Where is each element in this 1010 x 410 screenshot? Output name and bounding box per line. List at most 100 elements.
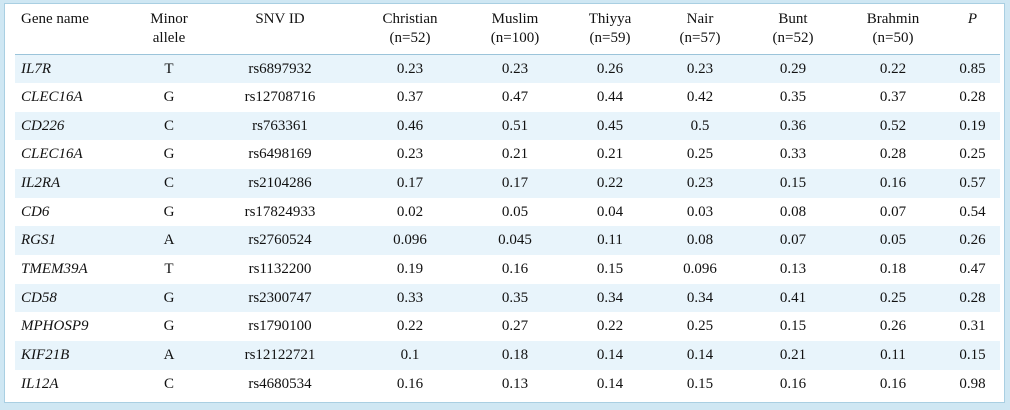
table-cell: 0.26 bbox=[959, 232, 986, 249]
gene-name-cell: CD226 bbox=[21, 117, 65, 134]
allele-frequency-table: Gene name Minor allele SNV ID Christian (n=52… bbox=[15, 8, 1000, 399]
column-header-sublabel: (n=52) bbox=[389, 30, 431, 46]
table-cell: 0.36 bbox=[779, 117, 807, 134]
column-header: Gene name bbox=[15, 8, 133, 55]
table-cell: 0.14 bbox=[596, 375, 624, 392]
table-cell: rs2760524 bbox=[248, 232, 312, 249]
column-header-sublabel: (n=100) bbox=[490, 30, 540, 46]
column-header-label: Nair bbox=[686, 11, 714, 27]
gene-name-cell: IL12A bbox=[21, 375, 59, 392]
table-cell: 0.98 bbox=[959, 375, 986, 392]
gene-name-cell: IL7R bbox=[21, 60, 51, 77]
table-cell: rs2104286 bbox=[248, 174, 312, 191]
column-header-sublabel: (n=57) bbox=[679, 30, 721, 46]
table-cell: 0.25 bbox=[686, 146, 714, 163]
table-cell: rs4680534 bbox=[248, 375, 312, 392]
table-cell: 0.23 bbox=[396, 146, 424, 163]
gene-name-cell: CD6 bbox=[21, 203, 50, 220]
table-cell: 0.47 bbox=[959, 260, 986, 277]
table-cell: 0.21 bbox=[596, 146, 624, 163]
column-header: Nair (n=57) bbox=[655, 8, 745, 55]
table-cell: 0.31 bbox=[959, 318, 986, 335]
table-cell: 0.34 bbox=[596, 289, 624, 306]
gene-name-cell: MPHOSP9 bbox=[21, 318, 89, 335]
gene-name-cell: RGS1 bbox=[21, 232, 56, 249]
table-cell: 0.17 bbox=[396, 174, 424, 191]
column-header: Christian (n=52) bbox=[355, 8, 465, 55]
column-header: P bbox=[945, 8, 1000, 55]
table-cell: 0.18 bbox=[879, 260, 907, 277]
table-cell: 0.23 bbox=[686, 174, 714, 191]
column-header-sublabel: (n=52) bbox=[772, 30, 814, 46]
table-cell: 0.04 bbox=[596, 203, 624, 220]
column-header-label: Thiyya bbox=[588, 11, 632, 27]
table-cell: 0.16 bbox=[879, 174, 907, 191]
table-cell: 0.15 bbox=[596, 260, 624, 277]
column-header-label: Brahmin bbox=[866, 11, 920, 27]
table-cell: 0.08 bbox=[686, 232, 714, 249]
table-cell: rs763361 bbox=[252, 117, 308, 134]
table-cell: G bbox=[163, 203, 175, 220]
table-cell: 0.29 bbox=[779, 60, 807, 77]
table-cell: T bbox=[164, 260, 174, 277]
gene-name-cell: IL2RA bbox=[21, 174, 61, 191]
table-cell: 0.22 bbox=[879, 60, 907, 77]
table-cell: 0.23 bbox=[501, 60, 529, 77]
gene-name-cell: CLEC16A bbox=[21, 146, 83, 163]
table-cell: 0.07 bbox=[779, 232, 807, 249]
column-header: Minor allele bbox=[133, 8, 205, 55]
table-cell: 0.37 bbox=[396, 88, 424, 105]
table-cell: 0.15 bbox=[779, 318, 807, 335]
table-cell: rs12122721 bbox=[244, 346, 316, 363]
table-cell: C bbox=[163, 375, 174, 392]
column-header-label: Christian bbox=[382, 11, 438, 27]
table-cell: 0.42 bbox=[686, 88, 714, 105]
table-cell: 0.05 bbox=[501, 203, 529, 220]
table-cell: rs6498169 bbox=[248, 146, 312, 163]
column-header-label: Bunt bbox=[778, 11, 808, 27]
table-cell: 0.54 bbox=[959, 203, 986, 220]
table-cell: 0.35 bbox=[779, 88, 807, 105]
table-cell: 0.25 bbox=[959, 146, 986, 163]
table-cell: rs17824933 bbox=[244, 203, 316, 220]
table-cell: 0.21 bbox=[501, 146, 529, 163]
column-header: Brahmin (n=50) bbox=[841, 8, 945, 55]
column-header: Bunt (n=52) bbox=[745, 8, 841, 55]
table-cell: 0.02 bbox=[396, 203, 424, 220]
table-cell: 0.28 bbox=[879, 146, 907, 163]
table-cell: 0.27 bbox=[501, 318, 529, 335]
table-cell: 0.16 bbox=[396, 375, 424, 392]
gene-name-cell: TMEM39A bbox=[21, 260, 88, 277]
table-cell: 0.52 bbox=[879, 117, 907, 134]
table-cell: G bbox=[163, 146, 175, 163]
table-cell: 0.1 bbox=[400, 346, 420, 363]
column-header-sublabel: (n=59) bbox=[589, 30, 631, 46]
table-cell: G bbox=[163, 289, 175, 306]
table-cell: rs1790100 bbox=[248, 318, 312, 335]
table-cell: 0.13 bbox=[501, 375, 529, 392]
table-cell: 0.16 bbox=[879, 375, 907, 392]
table-cell: rs12708716 bbox=[244, 88, 316, 105]
table-cell: 0.33 bbox=[779, 146, 807, 163]
table-cell: T bbox=[164, 60, 174, 77]
table-cell: 0.23 bbox=[396, 60, 424, 77]
column-header-sublabel: (n=50) bbox=[872, 30, 914, 46]
table-cell: 0.05 bbox=[879, 232, 907, 249]
table-cell: 0.45 bbox=[596, 117, 624, 134]
column-header-sublabel: allele bbox=[152, 30, 186, 46]
table-cell: 0.045 bbox=[498, 232, 532, 249]
column-header: SNV ID bbox=[205, 8, 355, 55]
table-cell: 0.5 bbox=[690, 117, 710, 134]
table-cell: 0.13 bbox=[779, 260, 807, 277]
gene-name-cell: KIF21B bbox=[21, 346, 70, 363]
